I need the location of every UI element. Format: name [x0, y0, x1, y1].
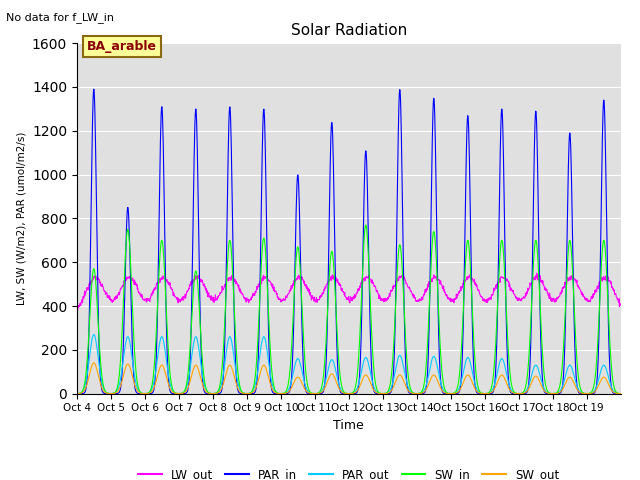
Title: Solar Radiation: Solar Radiation: [291, 23, 407, 38]
Y-axis label: LW, SW (W/m2), PAR (umol/m2/s): LW, SW (W/m2), PAR (umol/m2/s): [16, 132, 26, 305]
Legend: LW_out, PAR_in, PAR_out, SW_in, SW_out: LW_out, PAR_in, PAR_out, SW_in, SW_out: [133, 463, 564, 480]
X-axis label: Time: Time: [333, 419, 364, 432]
Text: No data for f_LW_in: No data for f_LW_in: [6, 12, 115, 23]
Text: BA_arable: BA_arable: [87, 40, 157, 53]
